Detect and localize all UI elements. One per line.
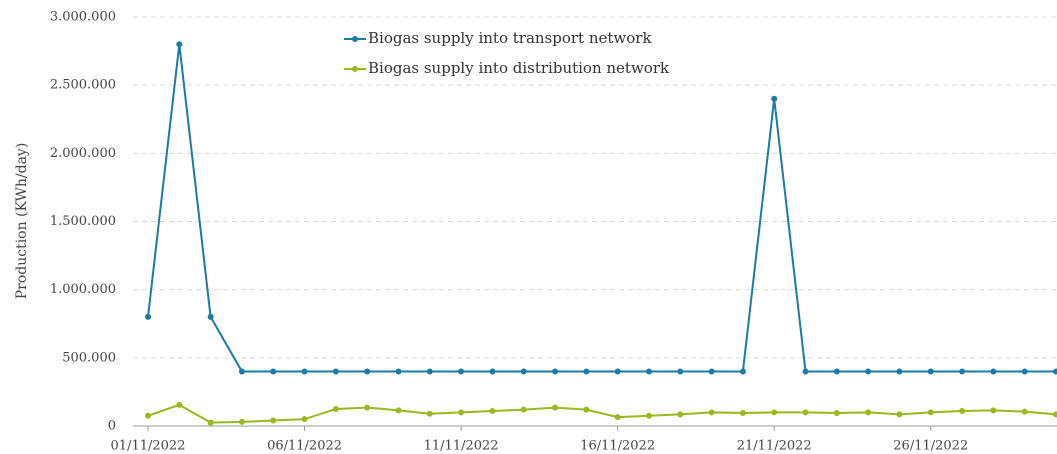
point [865,368,872,375]
x-tick-label: 01/11/2022 [111,439,186,454]
y-tick-label: 1.000.000 [50,282,116,297]
y-tick-label: 1.500.000 [50,214,116,229]
point [332,405,339,412]
point [771,95,778,102]
point [959,408,966,415]
y-axis-label: Production (KWh/day) [14,143,30,300]
point [677,411,684,418]
series-line [147,403,1057,424]
point [645,412,652,419]
point [332,368,339,375]
point [614,368,621,375]
point [771,409,778,416]
point [458,368,465,375]
point [739,410,746,417]
point [552,368,559,375]
point [176,41,183,48]
point [238,418,245,425]
point [1053,411,1057,418]
point [426,368,433,375]
point [959,368,966,375]
point [364,368,371,375]
y-tick-label: 2.000.000 [50,146,116,161]
point [833,368,840,375]
point [270,368,277,375]
x-tick-label: 21/11/2022 [737,439,812,454]
point [301,368,308,375]
legend-marker [352,36,358,42]
point [927,409,934,416]
point [395,368,402,375]
x-tick-label: 11/11/2022 [424,439,499,454]
point [833,410,840,417]
y-tick-label: 0 [108,419,116,434]
point [489,368,496,375]
point [1021,408,1028,415]
legend-label: Biogas supply into distribution network [368,59,670,77]
point [270,417,277,424]
y-tick-label: 500.000 [62,350,116,365]
point [614,414,621,421]
point [865,409,872,416]
point [145,313,151,320]
point [301,416,308,423]
point [896,411,903,418]
point [739,368,746,375]
point [990,368,997,375]
point [802,409,809,416]
point [520,368,527,375]
point [520,406,527,413]
point [1053,368,1057,375]
point [990,407,997,414]
point [896,368,903,375]
point [207,419,214,426]
point [927,368,934,375]
point [145,412,151,419]
point [802,368,809,375]
point [708,368,715,375]
point [238,368,245,375]
legend-label: Biogas supply into transport network [368,29,652,47]
point [645,368,652,375]
point [677,368,684,375]
x-tick-label: 26/11/2022 [893,439,968,454]
point [458,409,465,416]
x-tick-label: 06/11/2022 [267,439,342,454]
point [176,401,183,408]
point [583,368,590,375]
y-tick-label: 2.500.000 [50,78,116,93]
series-line [147,44,1056,373]
y-tick-label: 3.000.000 [50,10,116,25]
point [395,407,402,414]
point [583,406,590,413]
point [364,404,371,411]
point [207,313,214,320]
point [1021,368,1028,375]
legend-marker [352,66,358,72]
point [708,409,715,416]
point [552,404,559,411]
point [426,410,433,417]
x-tick-label: 16/11/2022 [580,439,655,454]
point [489,408,496,415]
